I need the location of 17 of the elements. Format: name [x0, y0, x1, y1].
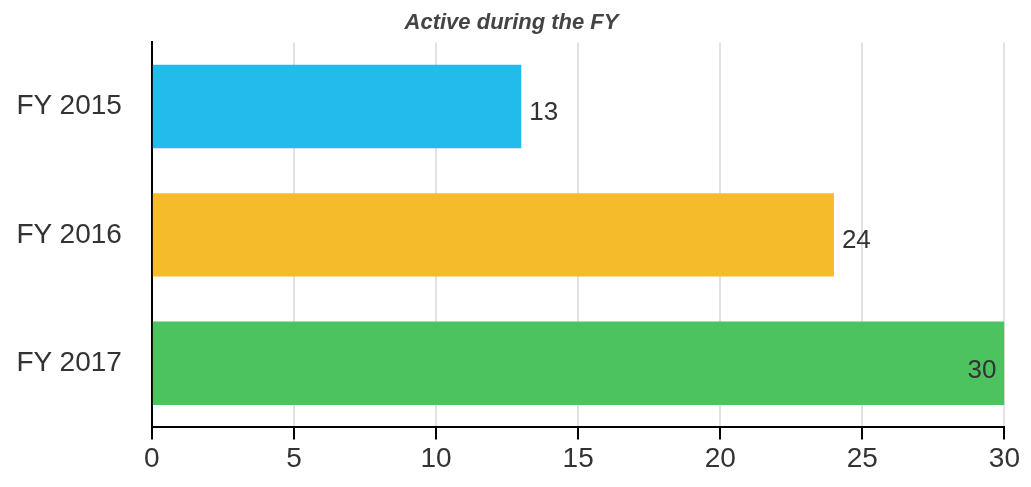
x-tick-label: 25 [846, 441, 878, 473]
y-tick-label: FY 2016 [16, 217, 122, 249]
x-tick-label: 30 [988, 441, 1021, 473]
x-tick-label: 15 [562, 441, 594, 473]
x-tick-label: 5 [286, 441, 302, 473]
chart-title: Active during the FY [403, 9, 621, 35]
bar [152, 193, 834, 277]
data-label: 30 [967, 354, 997, 385]
y-tick-label: FY 2017 [16, 345, 122, 377]
x-tick-label: 0 [144, 441, 160, 473]
bar [152, 64, 522, 149]
data-label: 13 [529, 95, 559, 126]
y-tick-label: FY 2015 [16, 89, 122, 121]
x-tick-label: 20 [704, 441, 736, 473]
data-label: 24 [841, 224, 871, 255]
bar [152, 321, 1005, 405]
x-tick-label: 10 [420, 441, 452, 473]
